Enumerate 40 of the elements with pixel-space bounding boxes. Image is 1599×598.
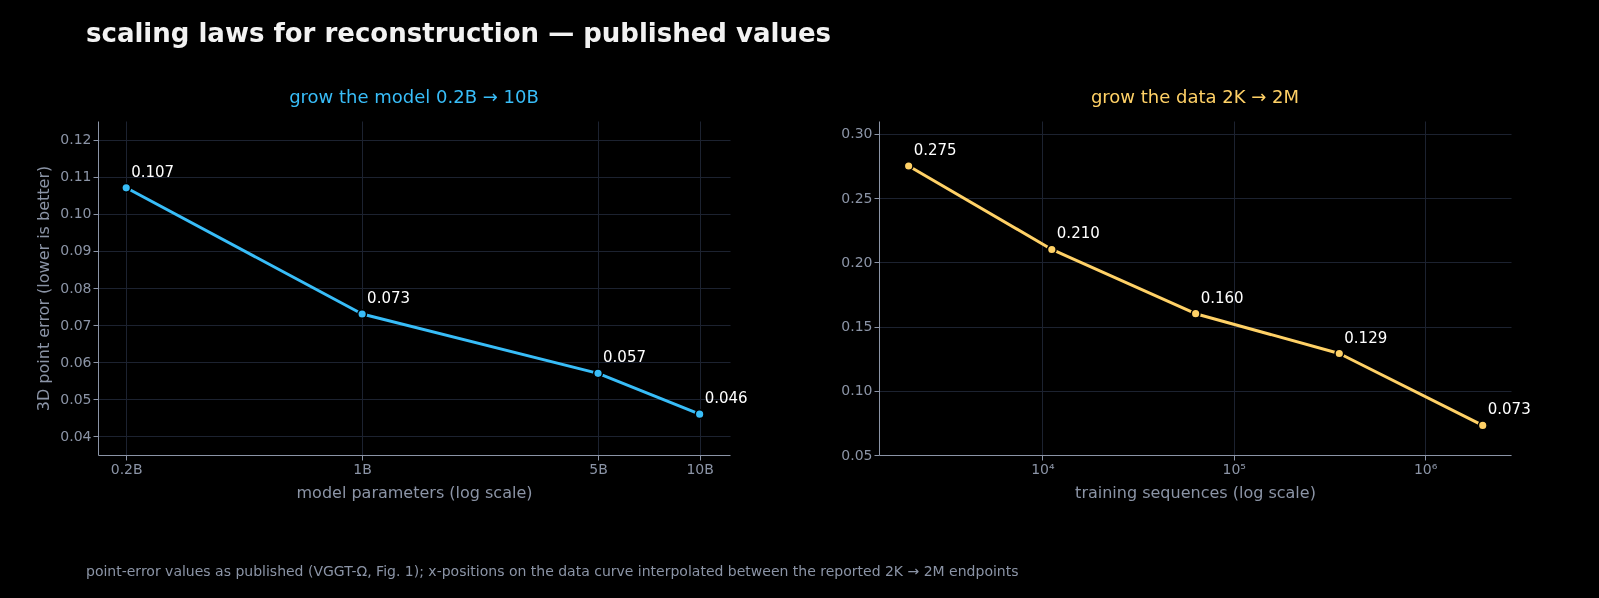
y-tick-label: 0.11 bbox=[60, 168, 92, 185]
data-label: 0.073 bbox=[1487, 400, 1531, 419]
y-tick-label: 0.25 bbox=[841, 189, 873, 206]
y-tick-label: 0.12 bbox=[60, 131, 92, 148]
chart-subtitle: grow the data 2K → 2M bbox=[1090, 86, 1300, 107]
x-tick-label: 5B bbox=[589, 460, 608, 477]
x-tick-label: 10⁶ bbox=[1413, 460, 1438, 477]
x-axis-title: model parameters (log scale) bbox=[296, 482, 533, 502]
data-label: 0.046 bbox=[704, 389, 748, 408]
y-axis-title: 3D point error (lower is better) bbox=[34, 165, 54, 412]
data-label: 0.107 bbox=[131, 162, 175, 181]
data-label: 0.073 bbox=[367, 288, 411, 307]
y-tick-label: 0.15 bbox=[841, 318, 873, 335]
y-tick-label: 0.20 bbox=[841, 253, 873, 270]
y-tick-label: 0.10 bbox=[841, 382, 873, 399]
y-tick-label: 0.10 bbox=[60, 205, 92, 222]
data-label: 0.057 bbox=[603, 348, 646, 367]
data-label: 0.160 bbox=[1200, 288, 1244, 307]
y-tick-label: 0.05 bbox=[841, 446, 873, 463]
text: point-error values as published (VGGT-Ω, Fig. 1); x-positions on the data curve interpolated between the reported 2K → 2M endpoints bbox=[86, 563, 1019, 579]
x-axis-title: training sequences (log scale) bbox=[1075, 482, 1316, 502]
y-tick-label: 0.06 bbox=[60, 353, 92, 370]
data-label: 0.129 bbox=[1344, 328, 1388, 347]
y-tick-label: 0.07 bbox=[60, 316, 92, 333]
point bbox=[1477, 420, 1488, 431]
y-tick-label: 0.04 bbox=[60, 427, 92, 444]
x-tick-label: 10⁵ bbox=[1222, 460, 1246, 477]
y-tick-label: 0.08 bbox=[60, 279, 92, 296]
x-tick-label: 1B bbox=[353, 460, 372, 477]
data-label: 0.275 bbox=[913, 140, 957, 159]
x-tick-label: 0.2B bbox=[110, 460, 143, 477]
x-tick-label: 10⁴ bbox=[1031, 460, 1055, 477]
x-tick-label: 10B bbox=[686, 460, 714, 477]
y-tick-label: 0.05 bbox=[60, 390, 92, 407]
data-label: 0.210 bbox=[1056, 224, 1100, 243]
y-tick-label: 0.30 bbox=[841, 125, 873, 142]
y-tick-label: 0.09 bbox=[60, 242, 92, 259]
point bbox=[1046, 244, 1057, 255]
chart-subtitle: grow the model 0.2B → 10B bbox=[289, 86, 539, 107]
chart-title: scaling laws for reconstruction — published values bbox=[86, 18, 832, 48]
